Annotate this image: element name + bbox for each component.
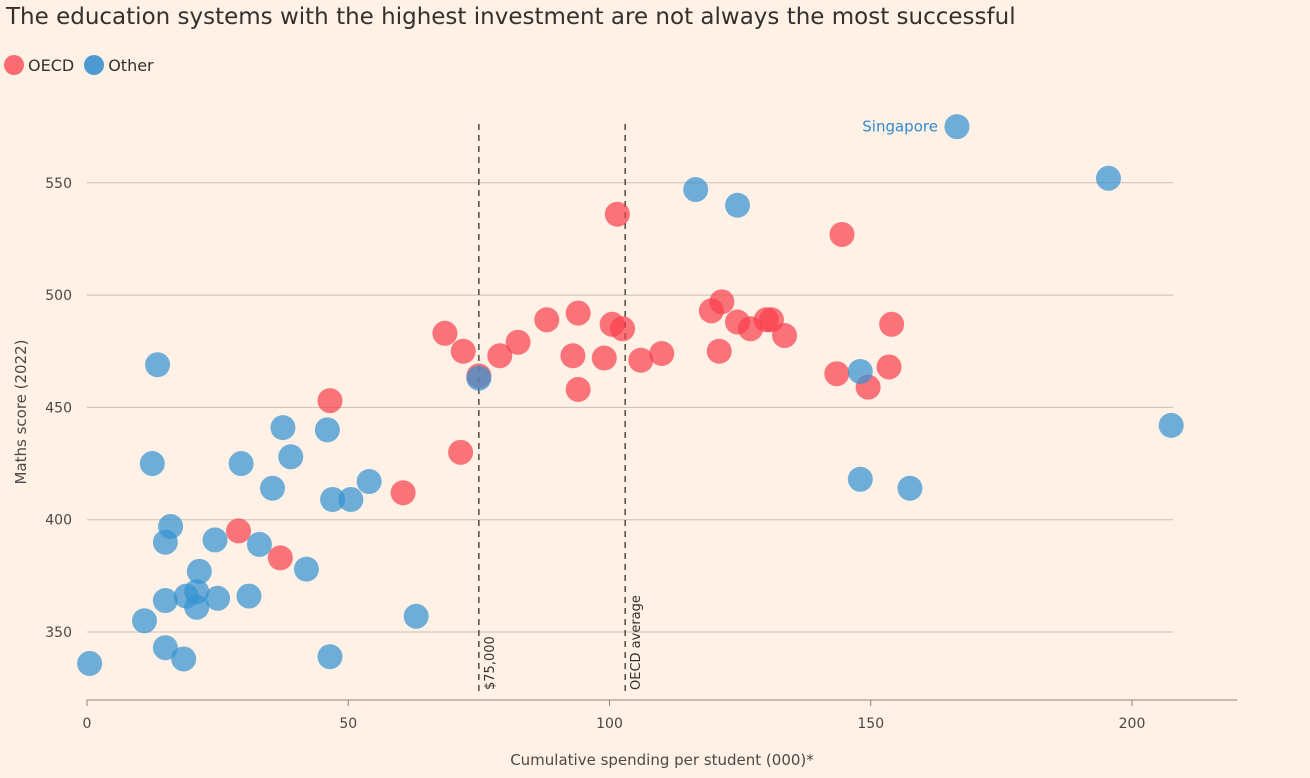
other-point-27	[403, 603, 429, 629]
other-point-20	[278, 444, 304, 470]
other-point-12	[186, 558, 212, 584]
oecd-point-31	[876, 354, 902, 380]
annotation-label-0: Singapore	[862, 118, 938, 136]
other-point-1	[131, 608, 157, 634]
reference-lines: $75,000 OECD average	[478, 124, 644, 692]
oecd-point-6	[450, 338, 476, 364]
other-point-29	[683, 177, 709, 203]
other-point-30	[725, 192, 751, 218]
oecd-point-21	[706, 338, 732, 364]
oecd-point-14	[591, 345, 617, 371]
other-point-14	[205, 585, 231, 611]
other-point-23	[317, 644, 343, 670]
other-point-34	[944, 114, 970, 140]
oecd-point-2	[317, 388, 343, 414]
oecd-point-11	[560, 343, 586, 369]
oecd-point-0	[226, 518, 252, 544]
x-axis-title: Cumulative spending per student (000)*	[510, 751, 814, 769]
other-point-0	[77, 650, 103, 676]
other-point-21	[293, 556, 319, 582]
reference-line-label-1: OECD average	[629, 595, 644, 690]
other-point-35	[1095, 165, 1121, 191]
other-point-18	[259, 475, 285, 501]
axes: 350 400 450 500 550 0 50 100 150 200 Cumulative sp…	[12, 176, 1237, 769]
oecd-point-12	[565, 376, 591, 402]
oecd-point-22	[709, 289, 735, 315]
other-point-5	[152, 588, 178, 614]
other-point-26	[356, 469, 382, 495]
oecd-point-5	[448, 439, 474, 465]
oecd-point-16	[604, 201, 630, 227]
other-point-8	[171, 646, 197, 672]
oecd-point-32	[879, 311, 905, 337]
oecd-point-18	[628, 347, 654, 373]
other-point-17	[246, 531, 272, 557]
other-point-36	[1158, 412, 1184, 438]
oecd-point-27	[772, 323, 798, 349]
oecd-point-13	[565, 300, 591, 326]
legend: OECD Other	[4, 55, 164, 75]
other-point-7	[158, 513, 184, 539]
legend-swatch-oecd	[4, 55, 24, 75]
data-points	[77, 114, 1184, 676]
x-tick-label: 100	[596, 716, 623, 732]
x-tick-label: 0	[83, 716, 92, 732]
other-point-11	[184, 579, 210, 605]
oecd-point-29	[829, 221, 855, 247]
legend-item-oecd: OECD	[4, 55, 74, 75]
oecd-point-17	[610, 316, 636, 342]
legend-swatch-other	[84, 55, 105, 75]
other-point-25	[338, 486, 364, 512]
oecd-point-10	[534, 307, 560, 333]
oecd-point-4	[432, 320, 458, 346]
other-point-19	[270, 415, 296, 441]
x-tick-label: 200	[1119, 716, 1146, 732]
y-tick-label: 450	[45, 400, 72, 416]
oecd-point-19	[649, 340, 675, 366]
oecd-point-3	[390, 480, 416, 506]
y-tick-label: 500	[45, 288, 72, 304]
oecd-point-1	[267, 545, 293, 571]
reference-line-label-0: $75,000	[483, 636, 498, 690]
other-point-31	[847, 466, 873, 492]
x-tick-label: 150	[857, 716, 884, 732]
y-tick-label: 350	[45, 625, 72, 641]
other-point-24	[320, 486, 346, 512]
legend-label-oecd: OECD	[28, 55, 75, 75]
y-tick-label: 400	[45, 513, 72, 529]
legend-item-other: Other	[84, 55, 154, 75]
other-point-33	[897, 475, 923, 501]
other-point-13	[202, 527, 228, 553]
y-axis-title: Maths score (2022)	[12, 339, 30, 484]
gridlines	[87, 182, 1173, 633]
other-point-32	[847, 358, 873, 384]
oecd-point-8	[487, 343, 513, 369]
other-point-3	[145, 352, 171, 378]
other-point-22	[314, 417, 340, 443]
other-point-15	[228, 451, 254, 477]
other-point-2	[139, 451, 165, 477]
legend-label-other: Other	[108, 55, 154, 75]
y-tick-label: 550	[45, 176, 72, 192]
other-point-16	[236, 583, 262, 609]
annotations: Singapore	[862, 118, 938, 136]
oecd-point-9	[505, 329, 531, 355]
x-tick-label: 50	[339, 716, 357, 732]
chart-title: The education systems with the highest i…	[6, 4, 1016, 30]
other-point-28	[466, 365, 492, 391]
other-point-4	[152, 635, 178, 661]
oecd-point-28	[824, 361, 850, 387]
